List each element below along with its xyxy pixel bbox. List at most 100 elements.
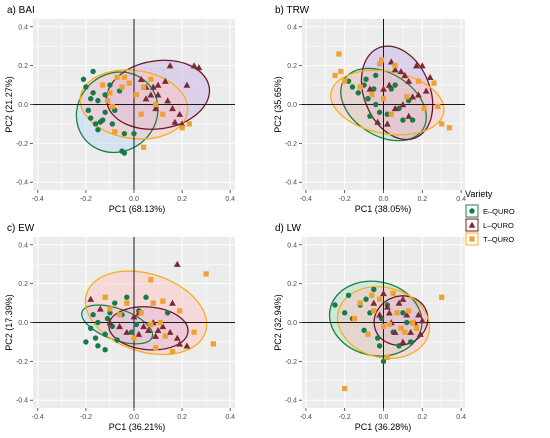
y-tick-label: -0.2 bbox=[16, 359, 28, 366]
point-l-quro bbox=[152, 332, 160, 339]
y-tick-label: 0.0 bbox=[18, 102, 28, 109]
x-tick-label: -0.2 bbox=[339, 196, 351, 203]
point-t-quro bbox=[377, 296, 383, 302]
point-e-quro bbox=[112, 300, 118, 306]
ellipse-fill-e-quro bbox=[81, 305, 153, 344]
point-l-quro bbox=[397, 68, 405, 75]
point-l-quro bbox=[391, 66, 399, 73]
point-l-quro bbox=[106, 319, 114, 326]
point-l-quro bbox=[405, 112, 413, 119]
y-tick-label: 0.4 bbox=[18, 242, 28, 249]
point-t-quro bbox=[107, 90, 113, 96]
point-t-quro bbox=[138, 111, 144, 117]
legend: Variety E–QURO L–QURO T–QURO bbox=[465, 189, 515, 246]
panel-title: b) TRW bbox=[275, 5, 310, 16]
point-t-quro bbox=[342, 78, 348, 84]
legend-marker-triangle bbox=[468, 221, 476, 228]
point-l-quro bbox=[169, 104, 176, 112]
y-axis-label: PC2 (35.65%) bbox=[273, 76, 283, 133]
x-tick-label: 0.2 bbox=[417, 196, 427, 203]
point-t-quro bbox=[431, 80, 437, 86]
point-t-quro bbox=[439, 294, 445, 300]
data-points bbox=[80, 62, 203, 156]
point-l-quro bbox=[149, 83, 157, 90]
point-e-quro bbox=[102, 109, 108, 115]
y-axis-label: PC2 (21.27%) bbox=[4, 76, 14, 133]
point-l-quro bbox=[154, 81, 162, 88]
point-e-quro bbox=[90, 68, 96, 75]
point-t-quro bbox=[369, 292, 375, 298]
x-tick-label: 0.0 bbox=[129, 414, 139, 421]
point-e-quro bbox=[92, 121, 99, 127]
point-l-quro bbox=[137, 75, 145, 82]
point-l-quro bbox=[145, 326, 152, 333]
point-e-quro bbox=[400, 310, 406, 316]
point-l-quro bbox=[173, 260, 181, 267]
point-l-quro bbox=[383, 303, 391, 310]
point-t-quro bbox=[141, 84, 147, 90]
x-tick-label: -0.4 bbox=[300, 196, 312, 203]
point-t-quro bbox=[421, 105, 427, 111]
point-t-quro bbox=[435, 103, 441, 110]
point-e-quro bbox=[404, 319, 410, 326]
point-t-quro bbox=[365, 331, 371, 337]
x-tick-label: -0.4 bbox=[300, 414, 312, 421]
point-t-quro bbox=[141, 144, 147, 150]
point-l-quro bbox=[415, 311, 422, 318]
point-l-quro bbox=[173, 334, 181, 341]
point-l-quro bbox=[171, 118, 179, 125]
x-tick-label: 0.0 bbox=[129, 196, 139, 203]
legend-label: T–QURO bbox=[483, 235, 514, 244]
point-t-quro bbox=[369, 92, 375, 98]
point-t-quro bbox=[177, 308, 183, 314]
x-tick-label: 0.2 bbox=[177, 414, 187, 421]
point-t-quro bbox=[342, 385, 348, 392]
point-t-quro bbox=[148, 76, 154, 82]
point-l-quro bbox=[140, 322, 148, 330]
point-e-quro bbox=[95, 127, 101, 133]
point-t-quro bbox=[392, 63, 398, 69]
x-tick-label: 0.4 bbox=[225, 414, 235, 421]
point-l-quro bbox=[142, 95, 150, 102]
point-t-quro bbox=[390, 290, 396, 296]
legend-title: Variety bbox=[465, 189, 493, 199]
ellipse-outline-t-quro bbox=[336, 286, 431, 359]
point-e-quro bbox=[109, 121, 116, 127]
point-e-quro bbox=[363, 296, 369, 302]
point-t-quro bbox=[133, 92, 140, 98]
point-l-quro bbox=[376, 311, 384, 318]
point-t-quro bbox=[138, 310, 144, 316]
point-e-quro bbox=[114, 337, 120, 343]
y-tick-label: -0.4 bbox=[285, 180, 297, 187]
x-tick-label: 0.4 bbox=[456, 196, 466, 203]
point-t-quro bbox=[402, 329, 408, 335]
point-e-quro bbox=[363, 76, 369, 82]
point-t-quro bbox=[186, 121, 192, 127]
point-t-quro bbox=[357, 300, 363, 306]
point-t-quro bbox=[148, 321, 154, 328]
point-t-quro bbox=[406, 308, 412, 314]
point-l-quro bbox=[374, 118, 382, 125]
point-l-quro bbox=[183, 81, 191, 88]
point-e-quro bbox=[95, 97, 101, 104]
y-tick-label: 0.2 bbox=[287, 281, 297, 288]
legend-item-e-quro: E–QURO bbox=[465, 204, 515, 218]
point-e-quro bbox=[371, 286, 377, 293]
legend-label: E–QURO bbox=[483, 207, 515, 216]
point-t-quro bbox=[378, 57, 385, 63]
point-t-quro bbox=[388, 111, 394, 117]
y-tick-label: 0.0 bbox=[287, 320, 297, 327]
point-l-quro bbox=[154, 91, 162, 98]
point-t-quro bbox=[371, 308, 377, 314]
point-t-quro bbox=[439, 121, 445, 127]
point-t-quro bbox=[160, 111, 166, 117]
point-l-quro bbox=[116, 322, 123, 330]
x-tick-label: -0.2 bbox=[80, 196, 92, 203]
point-l-quro bbox=[383, 120, 391, 127]
axis-ticks: -0.4 -0.2 0.0 0.2 0.4 -0.4 -0.2 0.0 0.2 0.4 bbox=[16, 242, 235, 421]
point-t-quro bbox=[124, 300, 130, 306]
y-tick-label: 0.2 bbox=[18, 63, 28, 70]
point-e-quro bbox=[376, 109, 383, 115]
point-e-quro bbox=[95, 343, 101, 349]
point-e-quro bbox=[88, 115, 94, 121]
